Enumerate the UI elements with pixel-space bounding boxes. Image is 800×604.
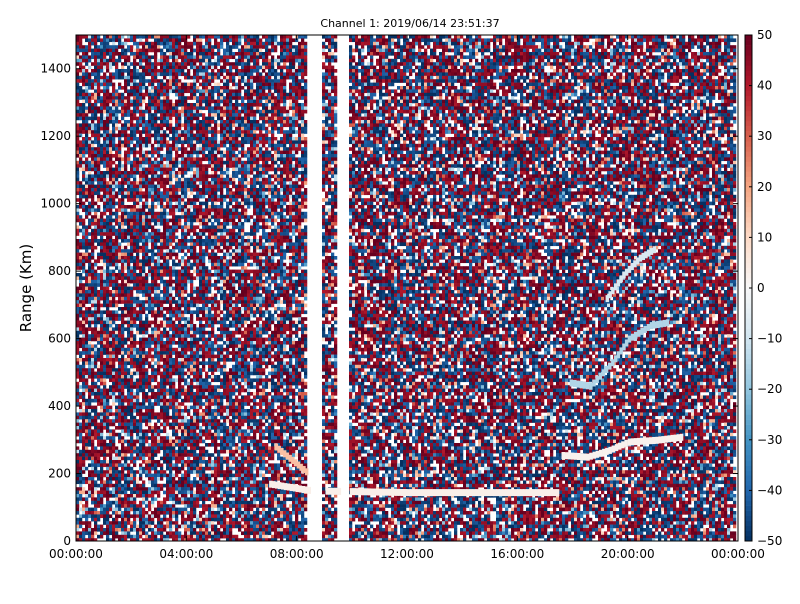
x-tick-label: 20:00:00 [601, 547, 655, 561]
y-tick-label: 400 [48, 399, 71, 413]
y-tick-label: 1000 [40, 197, 71, 211]
colorbar-tick-label: −10 [757, 332, 782, 346]
y-tick-label: 200 [48, 467, 71, 481]
colorbar-tick-label: −20 [757, 382, 782, 396]
colorbar-tick-label: −50 [757, 534, 782, 548]
colorbar-tick-label: 20 [757, 180, 772, 194]
heatmap-cells [76, 35, 738, 542]
x-tick-label: 16:00:00 [490, 547, 544, 561]
colorbar-tick-label: 10 [757, 230, 772, 244]
colorbar: −50 −40 −30 −20 −10 0 10 20 30 40 50 [745, 28, 782, 548]
colorbar-tick-label: −30 [757, 433, 782, 447]
x-tick-label: 08:00:00 [270, 547, 324, 561]
x-tick-label: 00:00:00 [49, 547, 103, 561]
y-tick-label: 1400 [40, 62, 71, 76]
x-tick-label: 00:00:00 [711, 547, 765, 561]
colorbar-tick-label: 30 [757, 129, 772, 143]
x-tick-label: 04:00:00 [159, 547, 213, 561]
y-axis-label: Range (Km) [17, 244, 35, 332]
chart-title: Channel 1: 2019/06/14 23:51:37 [320, 17, 499, 30]
x-tick-label: 12:00:00 [380, 547, 434, 561]
colorbar-tick-label: 40 [757, 79, 772, 93]
y-tick-label: 800 [48, 264, 71, 278]
colorbar-tick-label: 0 [757, 281, 765, 295]
y-tick-label: 1200 [40, 129, 71, 143]
y-tick-label: 600 [48, 332, 71, 346]
colorbar-tick-label: 50 [757, 28, 772, 42]
heatmap-cell-group [76, 35, 738, 542]
colorbar-tick-label: −40 [757, 483, 782, 497]
y-tick-label: 0 [63, 534, 71, 548]
